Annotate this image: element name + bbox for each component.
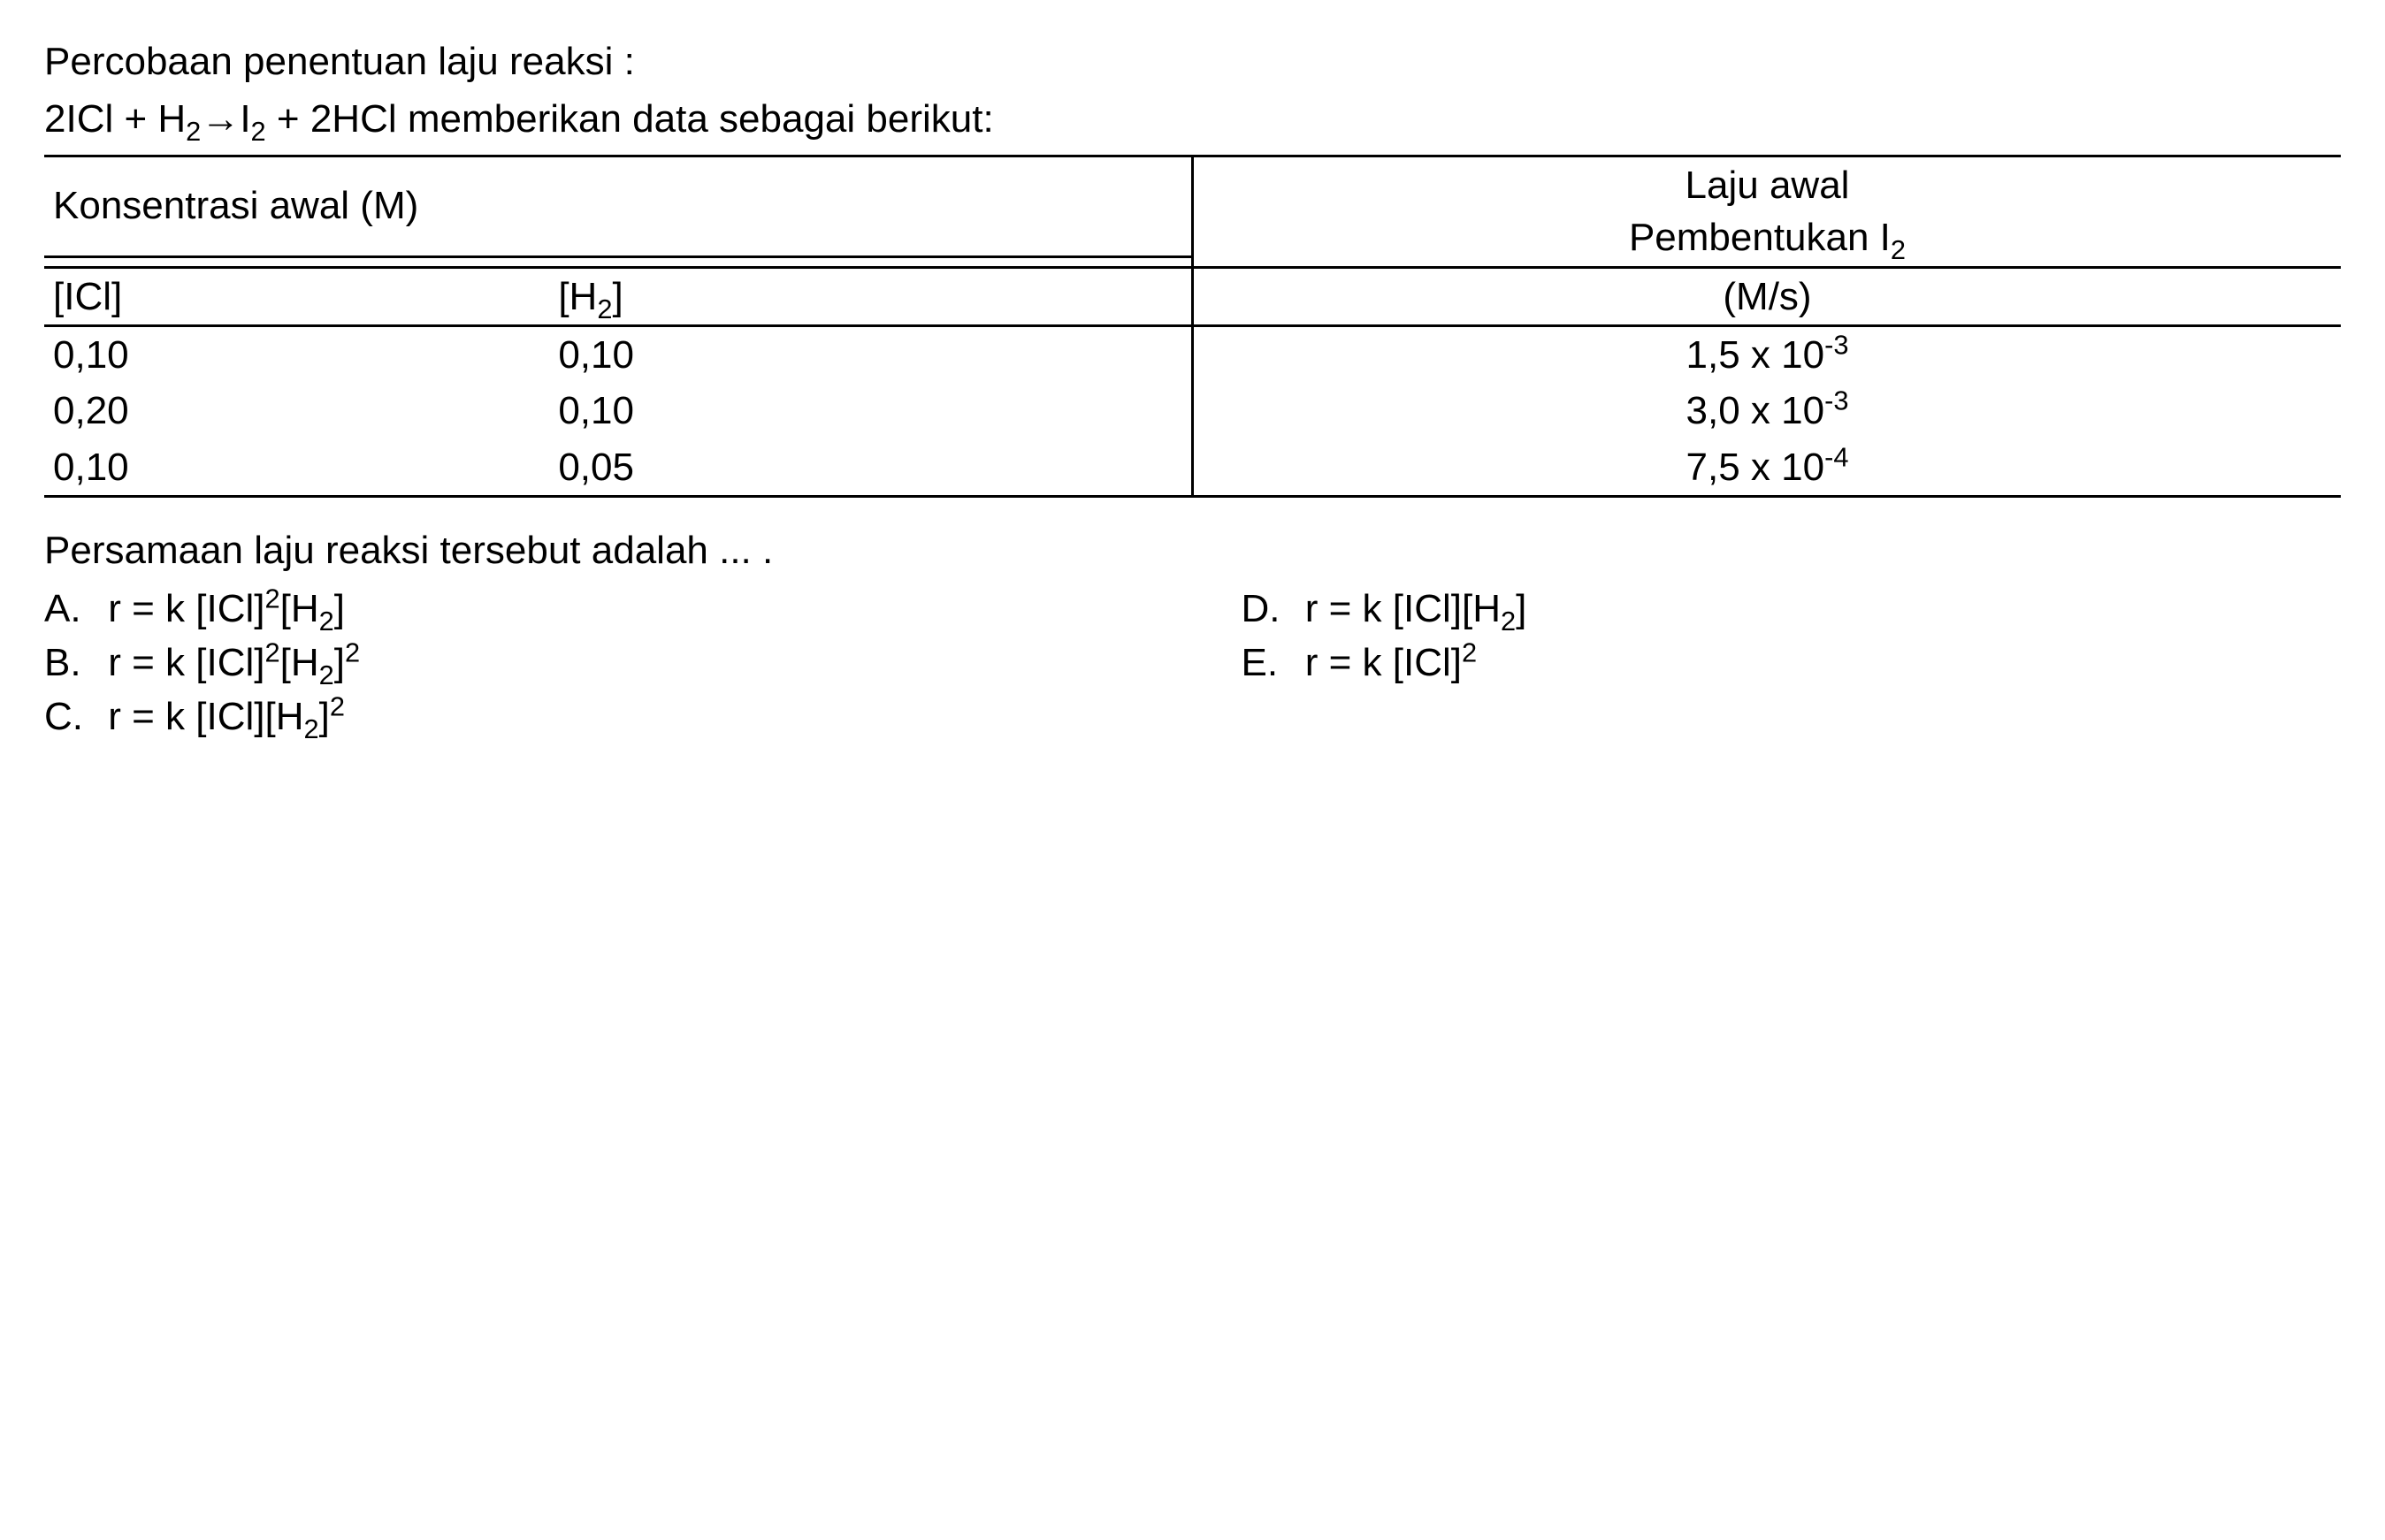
header-rate: Laju awal Pembentukan I2 <box>1192 156 2341 267</box>
eq-sub1: 2 <box>186 116 201 147</box>
cell-icl: 0,10 <box>44 325 549 383</box>
opt-mid: [H <box>1462 587 1501 630</box>
opt-sub: 2 <box>303 713 318 744</box>
opt-pre: r = k [ICl] <box>1305 641 1462 684</box>
eq-lhs: 2ICl + H <box>44 97 186 141</box>
opt-sup1: 2 <box>264 637 279 667</box>
opt-sup1: 2 <box>264 583 279 614</box>
opt-post: ] <box>319 695 330 738</box>
cell-h2: 0,10 <box>549 383 1192 438</box>
col-rate-unit: (M/s) <box>1192 267 2341 325</box>
col-h2: [H2] <box>549 267 1192 325</box>
table-row: 0,10 0,10 1,5 x 10-3 <box>44 325 2341 383</box>
option-letter: D. <box>1242 583 1295 635</box>
opt-post: ] <box>334 641 345 684</box>
blank-cell <box>549 256 1192 267</box>
opt-mid: [H <box>280 641 319 684</box>
option-c: C. r = k [ICl][H2]2 <box>44 690 1144 743</box>
opt-pre: r = k [ICl] <box>108 641 264 684</box>
opt-sup2: 2 <box>345 637 360 667</box>
rate-val: 7,5 x 10 <box>1686 446 1825 489</box>
cell-h2: 0,05 <box>549 439 1192 497</box>
option-letter: E. <box>1242 637 1295 689</box>
cell-rate: 3,0 x 10-3 <box>1192 383 2341 438</box>
opt-sub: 2 <box>319 659 334 690</box>
col-h2-b: ] <box>612 275 623 318</box>
header-rate-line2sub: 2 <box>1891 234 1906 265</box>
cell-h2: 0,10 <box>549 325 1192 383</box>
opt-pre: r = k [ICl] <box>108 695 264 738</box>
header-rate-line1: Laju awal <box>1686 164 1850 207</box>
intro-text: Percobaan penentuan laju reaksi : <box>44 35 2341 88</box>
option-b: B. r = k [ICl]2[H2]2 <box>44 637 1144 689</box>
rate-exp: -3 <box>1824 385 1848 416</box>
arrow-icon: → <box>201 93 240 145</box>
option-letter: A. <box>44 583 97 635</box>
data-table: Konsentrasi awal (M) Laju awal Pembentuk… <box>44 155 2341 498</box>
question-text: Persamaan laju reaksi tersebut adalah ..… <box>44 524 2341 576</box>
option-letter: C. <box>44 690 97 743</box>
eq-sub2: 2 <box>251 116 266 147</box>
col-h2-a: [H <box>558 275 597 318</box>
eq-rhs2: + 2HCl memberikan data sebagai berikut: <box>266 97 994 141</box>
opt-sup1: 2 <box>1462 637 1477 667</box>
cell-icl: 0,20 <box>44 383 549 438</box>
table-row: 0,20 0,10 3,0 x 10-3 <box>44 383 2341 438</box>
option-e: E. r = k [ICl]2 <box>1242 637 2342 689</box>
cell-icl: 0,10 <box>44 439 549 497</box>
opt-post: ] <box>1516 587 1526 630</box>
eq-rhs1: I <box>240 97 250 141</box>
opt-sub: 2 <box>1501 605 1516 636</box>
option-letter: B. <box>44 637 97 689</box>
opt-sub: 2 <box>319 605 334 636</box>
col-h2-sub: 2 <box>597 293 612 324</box>
equation-line: 2ICl + H2 →I2 + 2HCl memberikan data seb… <box>44 93 2341 145</box>
opt-pre: r = k [ICl] <box>108 587 264 630</box>
rate-exp: -4 <box>1824 441 1848 472</box>
rate-val: 3,0 x 10 <box>1686 389 1825 432</box>
rate-val: 1,5 x 10 <box>1686 333 1825 377</box>
cell-rate: 1,5 x 10-3 <box>1192 325 2341 383</box>
table-row: 0,10 0,05 7,5 x 10-4 <box>44 439 2341 497</box>
rate-exp: -3 <box>1824 329 1848 360</box>
opt-post: ] <box>334 587 345 630</box>
opt-mid: [H <box>280 587 319 630</box>
col-icl: [ICl] <box>44 267 549 325</box>
cell-rate: 7,5 x 10-4 <box>1192 439 2341 497</box>
option-a: A. r = k [ICl]2[H2] <box>44 583 1144 635</box>
header-concentration: Konsentrasi awal (M) <box>44 156 1192 256</box>
opt-pre: r = k [ICl] <box>1305 587 1462 630</box>
options-grid: A. r = k [ICl]2[H2] D. r = k [ICl][H2] B… <box>44 583 2341 743</box>
header-rate-line2a: Pembentukan I <box>1629 216 1891 259</box>
opt-sup2: 2 <box>330 691 345 722</box>
blank-cell <box>44 256 549 267</box>
opt-mid: [H <box>264 695 303 738</box>
option-d: D. r = k [ICl][H2] <box>1242 583 2342 635</box>
